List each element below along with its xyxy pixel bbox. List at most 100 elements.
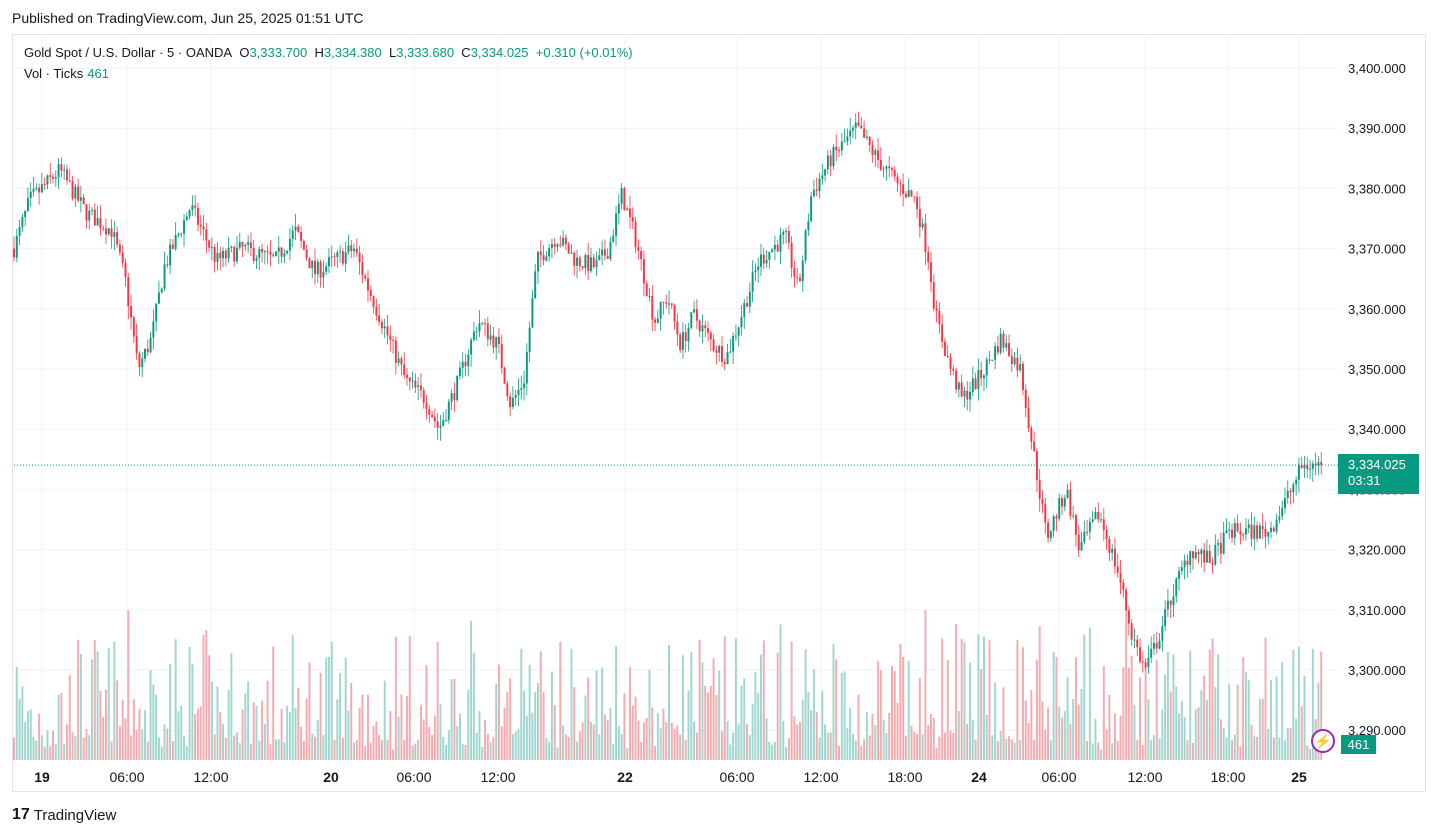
volume-bar bbox=[810, 709, 813, 760]
candle-body bbox=[277, 247, 280, 252]
volume-bar bbox=[860, 746, 863, 760]
candle-body bbox=[411, 380, 414, 382]
volume-bar bbox=[1300, 706, 1303, 760]
volume-bar bbox=[1010, 739, 1013, 760]
volume-bar bbox=[1256, 736, 1259, 760]
candle-body bbox=[645, 283, 648, 297]
volume-bar bbox=[1303, 675, 1306, 760]
candle-body bbox=[882, 168, 885, 170]
candle-body bbox=[503, 367, 506, 384]
volume-bar bbox=[1127, 667, 1130, 760]
last-price-value: 3,334.025 bbox=[1348, 457, 1406, 472]
volume-bar bbox=[498, 664, 500, 760]
candle-body bbox=[199, 224, 202, 227]
volume-bar bbox=[130, 735, 133, 760]
price-axis-label: 3,370.000 bbox=[1348, 242, 1406, 257]
tradingview-brand[interactable]: 17 TradingView bbox=[12, 806, 116, 824]
lightning-icon[interactable]: ⚡ bbox=[1311, 729, 1335, 753]
candle-body bbox=[219, 252, 222, 259]
volume-bar bbox=[236, 732, 238, 760]
candle-body bbox=[514, 395, 517, 398]
candle-body bbox=[1066, 489, 1069, 499]
candle-body bbox=[1278, 516, 1281, 520]
candle-body bbox=[280, 247, 283, 257]
volume-legend[interactable]: Vol · Ticks 461 bbox=[24, 66, 109, 81]
volume-bar bbox=[280, 708, 283, 760]
candle-body bbox=[656, 318, 659, 323]
volume-bar bbox=[709, 685, 712, 760]
volume-bar bbox=[771, 744, 774, 760]
candle-body bbox=[272, 254, 275, 256]
candle-body bbox=[247, 242, 250, 246]
candle-body bbox=[194, 205, 197, 208]
volume-bar bbox=[1108, 694, 1111, 760]
volume-bar bbox=[1155, 659, 1158, 760]
volume-bar bbox=[642, 722, 645, 760]
volume-bar bbox=[801, 700, 804, 760]
time-axis-label: 06:00 bbox=[396, 769, 431, 785]
volume-bar bbox=[277, 739, 280, 760]
candle-body bbox=[782, 232, 785, 235]
candle-body bbox=[930, 262, 932, 283]
volume-bar bbox=[241, 709, 244, 760]
candle-body bbox=[609, 241, 612, 259]
volume-bar bbox=[938, 736, 941, 760]
volume-bar bbox=[244, 693, 247, 760]
candle-body bbox=[916, 197, 919, 210]
candle-body bbox=[726, 352, 729, 365]
candle-body bbox=[85, 204, 88, 221]
candle-body bbox=[144, 348, 146, 359]
volume-bar bbox=[144, 710, 146, 760]
candle-body bbox=[1200, 549, 1203, 555]
volume-bar bbox=[1270, 680, 1273, 760]
volume-bar bbox=[152, 684, 155, 760]
volume-bar bbox=[760, 654, 762, 760]
volume-bar bbox=[160, 746, 163, 760]
candle-body bbox=[43, 184, 46, 186]
candle-body bbox=[982, 375, 985, 379]
candle-body bbox=[1314, 463, 1317, 466]
candle-body bbox=[960, 382, 963, 397]
volume-bar bbox=[1049, 740, 1052, 760]
volume-bar bbox=[562, 725, 565, 760]
candle-body bbox=[662, 301, 665, 303]
candle-body bbox=[732, 335, 735, 352]
volume-bar bbox=[1317, 682, 1320, 760]
candle-body bbox=[450, 393, 453, 402]
volume-bar bbox=[799, 721, 801, 760]
candle-body bbox=[891, 168, 893, 171]
candle-body bbox=[1166, 600, 1169, 610]
volume-bar bbox=[946, 660, 949, 760]
volume-bar bbox=[29, 709, 32, 760]
candle-body bbox=[266, 251, 269, 253]
candle-body bbox=[24, 210, 27, 218]
volume-bar bbox=[1197, 707, 1200, 760]
candle-body bbox=[985, 359, 988, 376]
volume-bar bbox=[433, 715, 436, 760]
volume-bar bbox=[102, 716, 105, 760]
volume-bar bbox=[1153, 735, 1155, 760]
volume-bar bbox=[743, 678, 746, 760]
candle-body bbox=[698, 320, 701, 332]
volume-bar bbox=[693, 721, 696, 760]
volume-bar bbox=[18, 698, 21, 760]
volume-bar bbox=[472, 652, 475, 760]
candle-body bbox=[559, 244, 562, 246]
volume-bar bbox=[556, 747, 559, 760]
volume-bar bbox=[645, 718, 648, 760]
volume-bar bbox=[222, 724, 225, 760]
volume-bar bbox=[227, 689, 230, 760]
candle-body bbox=[640, 250, 643, 260]
volume-bar bbox=[367, 694, 369, 760]
volume-bar bbox=[885, 733, 888, 760]
candle-body bbox=[1189, 551, 1192, 565]
volume-bar bbox=[294, 708, 297, 760]
candle-body bbox=[955, 370, 958, 390]
symbol-name[interactable]: Gold Spot / U.S. Dollar · 5 · OANDA bbox=[24, 45, 233, 60]
volume-bar bbox=[1233, 734, 1236, 760]
volume-bar bbox=[960, 638, 963, 760]
volume-bar bbox=[322, 735, 325, 760]
volume-bar bbox=[631, 705, 634, 760]
candle-body bbox=[155, 303, 158, 322]
